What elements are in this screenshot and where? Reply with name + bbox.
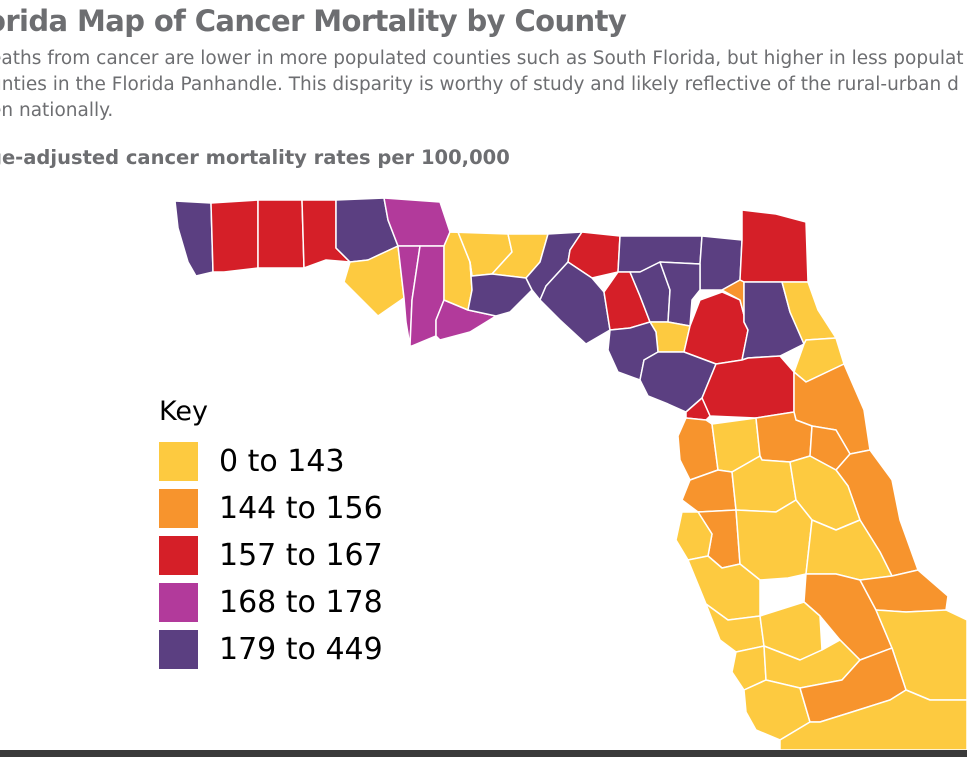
county-30: [701, 355, 795, 419]
legend-item-168-to-178: 168 to 178: [159, 579, 383, 626]
legend-swatch: [159, 489, 198, 528]
legend-label: 179 to 449: [219, 632, 383, 667]
map-subtitle: ge-adjusted cancer mortality rates per 1…: [0, 146, 510, 169]
county-1: [210, 199, 259, 273]
county-0: [174, 200, 214, 277]
county-22: [659, 261, 701, 327]
legend-label: 157 to 167: [219, 538, 383, 573]
county-13: [467, 261, 533, 317]
legend-item-157-to-167: 157 to 167: [159, 532, 383, 579]
legend-item-144-to-156: 144 to 156: [159, 485, 383, 532]
county-33: [685, 397, 711, 421]
legend-swatch: [159, 536, 198, 575]
legend-item-179-to-449: 179 to 449: [159, 626, 383, 673]
description-text: eaths from cancer are lower in more popu…: [0, 46, 967, 124]
legend-swatch: [159, 442, 198, 481]
county-24: [683, 291, 749, 365]
description-line-2: unties in the Florida Panhandle. This di…: [0, 74, 959, 95]
legend-item-0-to-143: 0 to 143: [159, 438, 383, 485]
legend-label: 144 to 156: [219, 491, 383, 526]
description-line-1: eaths from cancer are lower in more popu…: [0, 48, 964, 69]
legend-swatch: [159, 630, 198, 669]
county-6: [343, 245, 405, 317]
legend: Key 0 to 143 144 to 156 157 to 167 168 t…: [159, 392, 383, 673]
bottom-bar: [0, 750, 967, 757]
county-18: [739, 209, 809, 283]
county-44: [735, 499, 813, 581]
page-title: orida Map of Cancer Mortality by County: [0, 4, 627, 38]
legend-label: 0 to 143: [219, 444, 345, 479]
legend-swatch: [159, 583, 198, 622]
legend-label: 168 to 178: [219, 585, 383, 620]
legend-title: Key: [159, 396, 208, 427]
county-2: [257, 199, 305, 269]
description-line-3: en nationally.: [0, 100, 114, 121]
